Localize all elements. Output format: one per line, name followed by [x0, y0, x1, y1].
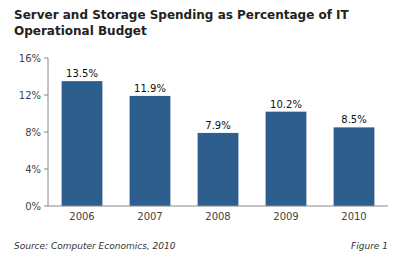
tick-label: 0%	[25, 201, 41, 212]
x-axis-line	[48, 206, 388, 207]
tick-label: 12%	[19, 90, 41, 101]
bar	[334, 127, 375, 206]
bar	[266, 112, 307, 206]
x-tick-label: 2006	[69, 211, 94, 222]
tick-mark	[44, 95, 48, 96]
tick-label: 8%	[25, 127, 41, 138]
data-label: 7.9%	[205, 120, 230, 131]
data-label: 8.5%	[341, 114, 366, 125]
data-label: 10.2%	[270, 99, 302, 110]
tick-label: 4%	[25, 164, 41, 175]
tick-label: 16%	[19, 53, 41, 64]
chart: Server and Storage Spending as Percentag…	[0, 0, 400, 257]
bar	[130, 96, 171, 206]
y-axis-line	[48, 58, 49, 206]
tick-mark	[44, 206, 48, 207]
x-tick-label: 2008	[205, 211, 230, 222]
tick-mark	[44, 132, 48, 133]
bars	[62, 81, 375, 206]
x-tick-label: 2007	[137, 211, 162, 222]
chart-container: Server and Storage Spending as Percentag…	[0, 0, 400, 257]
bar	[62, 81, 103, 206]
title: Server and Storage Spending as Percentag…	[14, 8, 350, 22]
data-label: 11.9%	[134, 83, 166, 94]
data-label: 13.5%	[66, 68, 98, 79]
x-tick-label: 2010	[341, 211, 366, 222]
annotation: Source: Computer Economics, 2010	[14, 241, 176, 251]
x-tick-label: 2009	[273, 211, 298, 222]
annotation: Figure 1	[351, 241, 388, 251]
bar	[198, 133, 239, 206]
tick-mark	[44, 169, 48, 170]
subtitle: Operational Budget	[14, 24, 147, 38]
tick-mark	[44, 58, 48, 59]
y-axis: 0% 4% 8% 12% 16%	[19, 53, 48, 212]
